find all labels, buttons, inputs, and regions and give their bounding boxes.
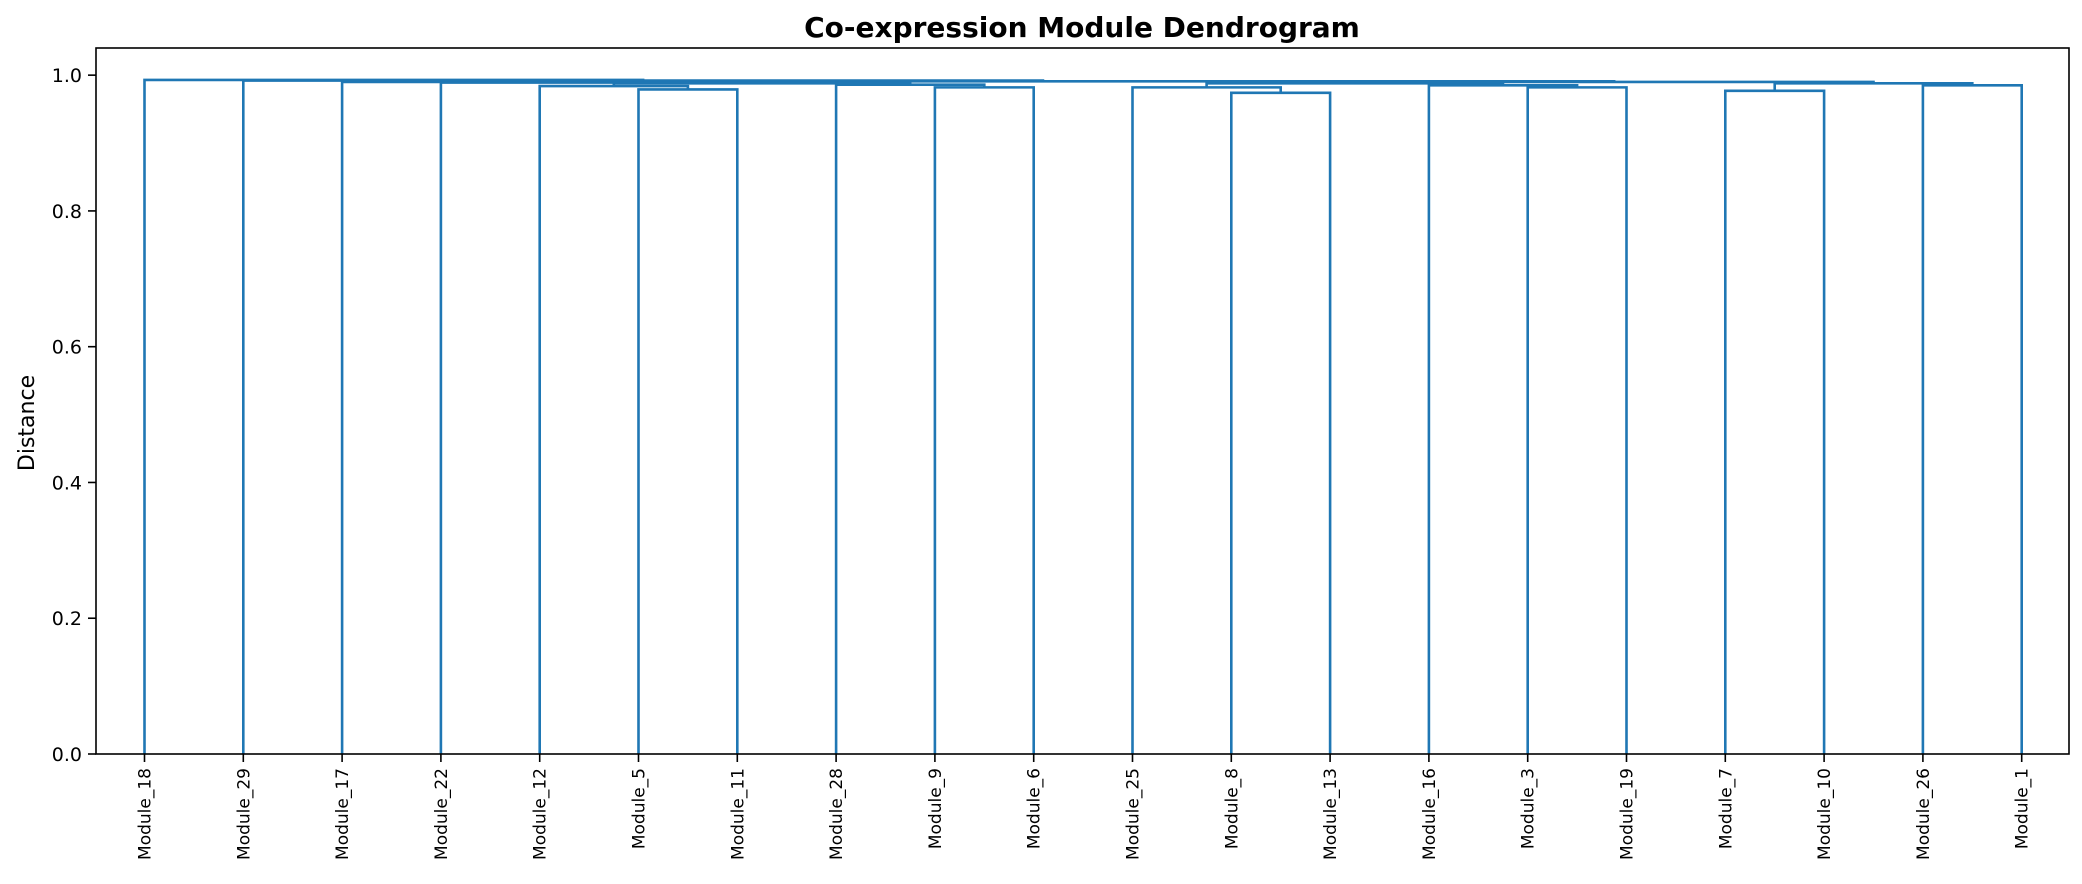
y-tick-label: 0.2: [52, 608, 82, 630]
dendrogram-link: [933, 86, 1035, 754]
leaf-label: Module_25: [1124, 768, 1144, 860]
leaf-label: Module_28: [827, 768, 847, 860]
leaf-label: Module_5: [630, 768, 650, 849]
y-tick-label: 0.8: [52, 201, 82, 223]
leaf-label: Module_22: [432, 768, 452, 860]
leaf-label: Module_1: [2013, 768, 2033, 849]
dendrogram-link: [538, 84, 690, 754]
leaf-label: Module_11: [728, 768, 748, 860]
dendrogram-link: [340, 80, 603, 754]
dendrogram-link: [143, 78, 645, 754]
dendrogram-links: [143, 78, 2023, 754]
leaf-label: Module_6: [1025, 768, 1045, 849]
dendrogram-link: [1921, 84, 2023, 754]
y-tick-label: 1.0: [52, 65, 82, 87]
leaf-label: Module_19: [1618, 768, 1638, 860]
dendrogram-link: [1230, 91, 1332, 754]
y-tick-label: 0.4: [52, 472, 82, 494]
leaf-label: Module_9: [926, 768, 946, 849]
leaf-label: Module_16: [1420, 768, 1440, 860]
y-axis: 0.0 0.2 0.4 0.6 0.8 1.0: [52, 65, 96, 766]
leaf-label: Module_17: [333, 768, 353, 860]
leaf-label: Module_13: [1321, 768, 1341, 860]
dendrogram-link: [1724, 89, 1826, 754]
x-axis: Module_18 Module_29 Module_17 Module_22 Modu…: [136, 754, 2033, 860]
leaf-label: Module_10: [1815, 768, 1835, 860]
y-tick-label: 0.0: [52, 744, 82, 766]
leaf-label: Module_3: [1519, 768, 1539, 849]
dendrogram-link: [1526, 86, 1628, 754]
dendrogram-link: [242, 79, 1045, 754]
leaf-label: Module_8: [1222, 768, 1242, 849]
plot-frame: [95, 47, 2070, 755]
chart-title: Co-expression Module Dendrogram: [804, 11, 1360, 44]
leaf-label: Module_18: [136, 768, 156, 860]
dendrogram-link: [1427, 84, 1579, 754]
y-tick-label: 0.6: [52, 337, 82, 359]
dendrogram-link: [637, 88, 739, 754]
y-axis-label: Distance: [15, 375, 40, 471]
dendrogram-link: [834, 83, 986, 754]
leaf-label: Module_7: [1716, 768, 1736, 849]
leaf-label: Module_12: [531, 768, 551, 860]
dendrogram-link: [1131, 86, 1282, 754]
leaf-label: Module_29: [234, 768, 254, 860]
dendrogram-link: [439, 81, 764, 754]
leaf-label: Module_26: [1914, 768, 1934, 860]
